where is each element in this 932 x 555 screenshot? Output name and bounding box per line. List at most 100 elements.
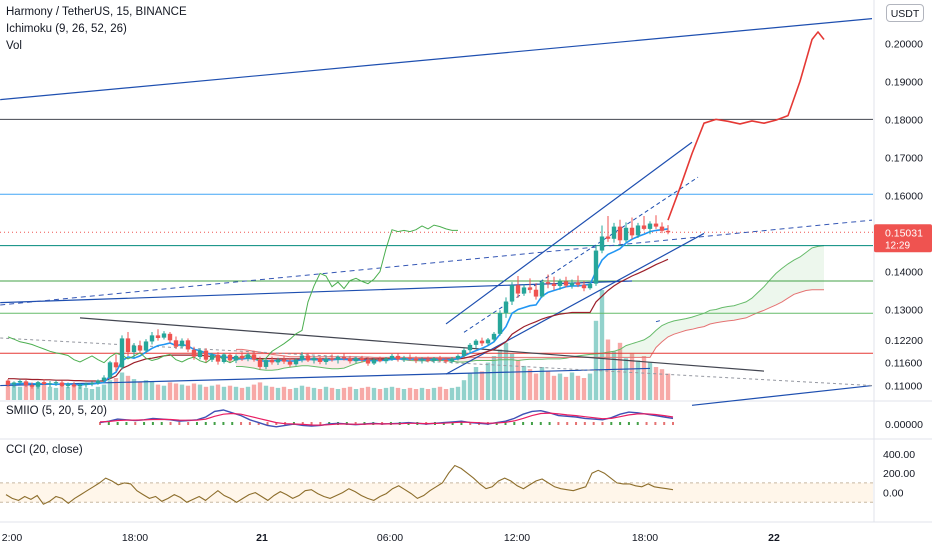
candle[interactable] [575,275,581,288]
candle[interactable] [599,225,605,254]
candle[interactable] [395,353,401,362]
descending-trend-line[interactable] [79,317,765,372]
candle[interactable] [59,380,65,388]
candle[interactable] [335,355,341,364]
cci-legend[interactable]: CCI (20, close) [6,444,83,456]
dashed-trend-line[interactable] [0,219,873,306]
candle[interactable] [215,352,221,365]
candle[interactable] [323,356,329,365]
candle[interactable] [641,215,647,231]
channel-mid-line[interactable] [463,176,699,333]
upper-trend-line[interactable] [0,18,873,101]
candle[interactable] [551,276,557,291]
candle[interactable] [179,338,185,349]
candle[interactable] [569,279,575,289]
candle[interactable] [545,274,551,289]
candle[interactable] [461,348,467,358]
candle[interactable] [89,381,95,387]
candle[interactable] [491,331,497,342]
candle[interactable] [629,217,635,239]
lower-support-line[interactable] [0,367,651,387]
candle[interactable] [119,335,125,370]
candle[interactable] [581,280,587,292]
candle[interactable] [275,357,281,366]
candle[interactable] [341,353,347,361]
candle[interactable] [587,282,593,290]
candle[interactable] [431,357,437,364]
ichimoku-legend[interactable]: Ichimoku (9, 26, 52, 26) [6,23,127,35]
candle[interactable] [521,284,527,296]
volume-legend[interactable]: Vol [6,40,22,52]
candle[interactable] [293,358,299,366]
candle[interactable] [605,215,611,242]
candle[interactable] [617,219,623,245]
candle[interactable] [389,353,395,361]
candle[interactable] [497,310,503,336]
candle[interactable] [635,222,641,239]
candle[interactable] [449,357,455,364]
candle[interactable] [467,342,473,353]
candle[interactable] [149,331,155,345]
candle[interactable] [473,339,479,349]
lower-right-line[interactable] [691,384,873,406]
candle[interactable] [539,279,545,298]
candle[interactable] [311,355,317,364]
candle[interactable] [167,331,173,343]
candle[interactable] [131,342,137,359]
candle[interactable] [155,329,161,341]
candle[interactable] [359,355,365,363]
candle[interactable] [485,338,491,346]
candle[interactable] [377,356,383,363]
candle[interactable] [11,381,17,388]
candle[interactable] [125,331,131,356]
candle[interactable] [299,352,305,363]
candle[interactable] [101,375,107,383]
candle[interactable] [35,380,41,389]
candle[interactable] [347,355,353,364]
candle[interactable] [17,379,23,385]
candle[interactable] [593,246,599,286]
candle[interactable] [509,282,515,305]
candle[interactable] [227,352,233,363]
channel-upper-line[interactable] [445,141,693,325]
candle[interactable] [647,221,653,235]
candle[interactable] [29,382,35,389]
candle[interactable] [515,276,521,298]
candle[interactable] [623,222,629,243]
candle[interactable] [281,355,287,364]
candle[interactable] [5,379,11,387]
smiio-legend[interactable]: SMIIO (5, 20, 5, 20) [6,405,107,417]
candle[interactable] [383,357,389,364]
candle[interactable] [95,379,101,385]
candle[interactable] [443,357,449,364]
candle[interactable] [41,379,47,386]
candle[interactable] [65,382,71,389]
candle[interactable] [305,352,311,362]
candle[interactable] [353,356,359,364]
candle[interactable] [425,356,431,363]
candle[interactable] [413,356,419,364]
candle[interactable] [107,360,113,380]
candle[interactable] [71,382,77,388]
candle[interactable] [23,379,29,388]
candle[interactable] [77,383,83,389]
candle[interactable] [269,356,275,365]
candle[interactable] [659,222,665,234]
support-trend-line[interactable] [0,280,633,304]
candle[interactable] [527,278,533,294]
candle[interactable] [371,358,377,366]
candle[interactable] [437,355,443,362]
candle[interactable] [407,354,413,361]
candle[interactable] [503,297,509,318]
candle[interactable] [563,276,569,288]
candle[interactable] [137,340,143,353]
projection-drawing[interactable] [667,31,825,221]
candle[interactable] [191,346,197,360]
candle[interactable] [239,352,245,361]
candle[interactable] [143,339,149,353]
candle[interactable] [83,382,89,388]
candle[interactable] [113,354,119,372]
candle[interactable] [161,331,167,340]
